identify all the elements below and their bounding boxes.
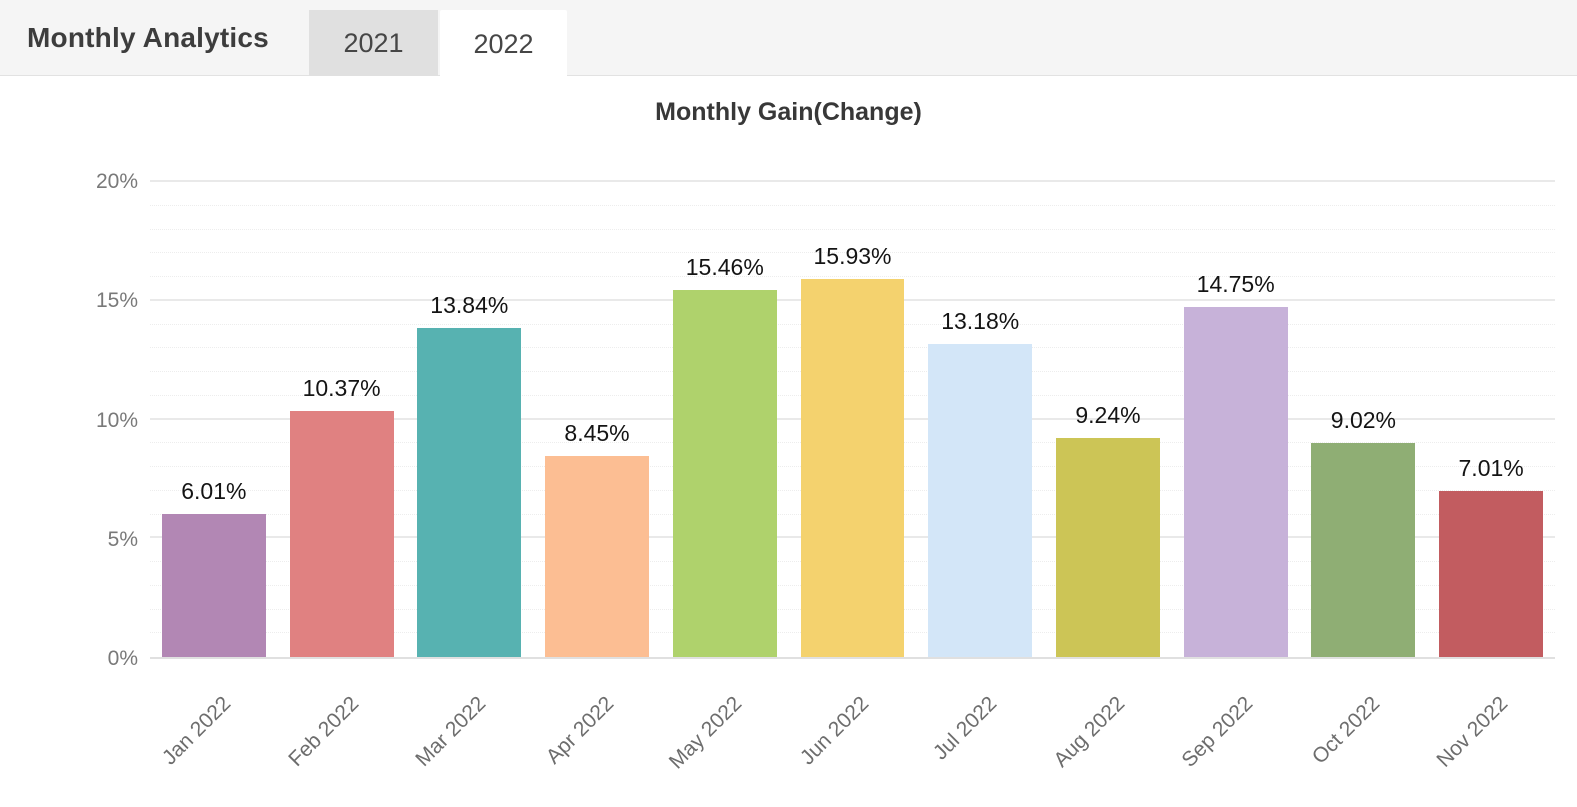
- bar-jul-2022[interactable]: [928, 343, 1033, 657]
- bar-value-label: 9.24%: [1075, 401, 1141, 428]
- x-axis: Jan 2022 Feb 2022 Mar 2022 Apr 2022 May 2022…: [150, 659, 1555, 804]
- bar-sep-2022[interactable]: [1183, 306, 1288, 657]
- header-bar: Monthly Analytics 2021 2022: [0, 0, 1577, 79]
- x-axis-tick-label: Mar 2022: [411, 692, 491, 771]
- bar-nov-2022[interactable]: [1439, 490, 1544, 657]
- gridline-minor: [150, 252, 1555, 254]
- bar-value-label: 13.84%: [430, 292, 509, 319]
- bar-feb-2022[interactable]: [289, 410, 394, 657]
- bar-mar-2022[interactable]: [417, 328, 522, 657]
- bar-value-label: 14.75%: [1196, 270, 1275, 297]
- x-axis-tick-label: Apr 2022: [541, 692, 619, 769]
- x-axis-tick-label: Jul 2022: [928, 692, 1002, 765]
- gridline-minor: [150, 204, 1555, 206]
- bar-value-label: 8.45%: [564, 420, 630, 447]
- bar-value-label: 10.37%: [302, 374, 381, 401]
- x-axis-tick-label: Feb 2022: [283, 692, 363, 772]
- x-axis-tick-label: Jan 2022: [157, 692, 236, 770]
- bar-value-label: 7.01%: [1458, 454, 1524, 481]
- bar-apr-2022[interactable]: [545, 456, 650, 657]
- chart-area: Monthly Gain(Change) 0% 5% 10% 15% 20% 6.01%…: [0, 76, 1577, 806]
- tab-2021[interactable]: 2021: [309, 10, 438, 76]
- bar-value-label: 9.02%: [1330, 406, 1397, 433]
- x-axis-tick-label: Jun 2022: [796, 692, 874, 770]
- bar-jun-2022[interactable]: [800, 278, 905, 657]
- bar-oct-2022[interactable]: [1311, 442, 1416, 657]
- y-axis-tick-label: 15%: [95, 289, 138, 313]
- bar-value-label: 13.18%: [941, 307, 1020, 334]
- bar-value-label: 6.01%: [181, 478, 247, 505]
- x-axis-tick-label: Aug 2022: [1049, 692, 1130, 772]
- y-axis-tick-label: 20%: [95, 170, 138, 193]
- x-axis-tick-label: Sep 2022: [1177, 692, 1257, 772]
- y-axis: 0% 5% 10% 15% 20%: [0, 170, 140, 670]
- bar-jan-2022[interactable]: [161, 514, 266, 657]
- bar-aug-2022[interactable]: [1055, 437, 1160, 657]
- bar-value-label: 15.93%: [813, 242, 892, 269]
- gridline-major: [150, 180, 1555, 182]
- gridline-minor: [150, 228, 1555, 230]
- gridline-minor: [150, 276, 1555, 277]
- y-axis-tick-label: 10%: [95, 408, 138, 432]
- plot-area: 6.01% 10.37% 13.84% 8.45% 15.46% 15.93% 13.18%…: [150, 180, 1555, 659]
- page-title: Monthly Analytics: [27, 21, 269, 53]
- bar-may-2022[interactable]: [672, 289, 777, 657]
- bar-value-label: 15.46%: [685, 253, 764, 280]
- x-axis-tick-label: Oct 2022: [1308, 692, 1385, 769]
- y-axis-tick-label: 0%: [107, 647, 138, 670]
- y-axis-tick-label: 5%: [107, 527, 138, 551]
- tab-2022[interactable]: 2022: [440, 10, 567, 79]
- chart-title: Monthly Gain(Change): [655, 98, 922, 126]
- x-axis-tick-label: May 2022: [664, 692, 746, 774]
- x-axis-tick-label: Nov 2022: [1432, 692, 1513, 772]
